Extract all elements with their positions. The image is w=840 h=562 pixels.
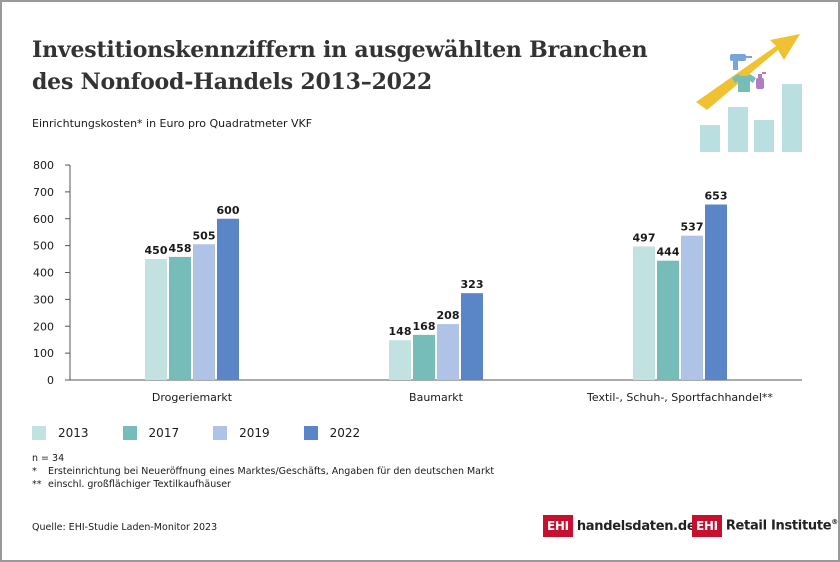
- legend-label-2013: 2013: [58, 426, 89, 440]
- chart-notes: n = 34 * Ersteinrichtung bei Neueröffnun…: [32, 452, 494, 491]
- footnote-2: ** einschl. großflächiger Textilkaufhäus…: [32, 478, 494, 491]
- icon-bar-4: [782, 84, 802, 152]
- handelsdaten-logo-box: EHI: [543, 515, 573, 537]
- bar: [437, 324, 459, 380]
- bar: [413, 334, 435, 380]
- bar: [145, 259, 167, 380]
- bar: [169, 256, 191, 380]
- footnote-1: * Ersteinrichtung bei Neueröffnung eines…: [32, 465, 494, 478]
- chart-legend: 2013 2017 2019 2022: [32, 426, 394, 440]
- data-label: 208: [437, 309, 460, 322]
- ehi-logo-text: Retail Institute®: [726, 518, 838, 533]
- legend-item-2017: 2017: [122, 426, 180, 440]
- footnote-2-text: einschl. großflächiger Textilkaufhäuser: [48, 479, 231, 490]
- footnote-2-mark: **: [32, 479, 42, 490]
- bar: [681, 235, 703, 380]
- legend-item-2022: 2022: [303, 426, 361, 440]
- growth-bars-arrow-icon: [696, 34, 802, 152]
- spray-bottle-icon: [756, 72, 766, 89]
- bar: [633, 246, 655, 380]
- chart-title: Investitionskennziffern in ausgewählten …: [32, 34, 648, 98]
- icon-bar-2: [728, 107, 748, 152]
- legend-item-2013: 2013: [32, 426, 89, 440]
- legend-item-2019: 2019: [213, 426, 270, 440]
- data-label: 653: [705, 190, 728, 203]
- ehi-logo-box: EHI: [692, 515, 722, 537]
- bar: [389, 340, 411, 380]
- data-label: 458: [169, 242, 192, 255]
- legend-swatch-2017: [122, 426, 137, 440]
- source-note: Quelle: EHI-Studie Laden-Monitor 2023: [32, 522, 218, 533]
- ehi-retail-institute-logo: EHI Retail Institute®: [692, 515, 838, 537]
- shirt-icon: [732, 74, 756, 92]
- handelsdaten-logo-text: handelsdaten.de: [576, 518, 696, 534]
- data-label: 505: [193, 229, 216, 242]
- legend-label-2017: 2017: [148, 426, 180, 440]
- footnote-1-text: Ersteinrichtung bei Neueröffnung eines M…: [48, 466, 495, 477]
- y-tick-label: 600: [33, 213, 54, 226]
- y-tick-label: 500: [33, 240, 54, 253]
- icon-arrow: [696, 34, 800, 110]
- data-label: 450: [145, 244, 168, 257]
- drill-icon: [730, 54, 752, 70]
- y-tick-label: 100: [33, 347, 54, 360]
- category-label: Drogeriemarkt: [152, 391, 233, 404]
- bar: [217, 218, 239, 380]
- category-label: Baumarkt: [409, 391, 464, 404]
- title-line-2: des Nonfood-Handels 2013–2022: [32, 69, 433, 95]
- legend-swatch-2019: [213, 426, 228, 440]
- y-tick-label: 800: [33, 159, 54, 172]
- chart-subtitle: Einrichtungskosten* in Euro pro Quadratm…: [32, 117, 313, 130]
- data-label: 537: [681, 221, 704, 234]
- legend-label-2019: 2019: [239, 426, 270, 440]
- bar: [705, 204, 727, 380]
- data-label: 600: [217, 204, 240, 217]
- sample-size: n = 34: [32, 453, 65, 464]
- data-label: 148: [389, 325, 412, 338]
- bar: [657, 260, 679, 380]
- bar: [461, 293, 483, 380]
- y-tick-label: 200: [33, 320, 54, 333]
- legend-swatch-2022: [303, 426, 318, 440]
- y-tick-label: 400: [33, 267, 54, 280]
- y-tick-label: 300: [33, 293, 54, 306]
- data-label: 497: [633, 231, 656, 244]
- legend-label-2022: 2022: [329, 426, 361, 440]
- bar: [193, 244, 215, 380]
- data-label: 168: [413, 320, 436, 333]
- y-tick-label: 0: [47, 374, 54, 387]
- title-line-1: Investitionskennziffern in ausgewählten …: [32, 37, 648, 63]
- ehi-logo-registered-mark: ®: [831, 518, 838, 527]
- footnote-1-mark: *: [32, 466, 37, 477]
- handelsdaten-logo: EHI handelsdaten.de: [543, 515, 696, 537]
- legend-swatch-2013: [32, 426, 46, 440]
- data-label: 323: [461, 278, 484, 291]
- icon-bar-3: [754, 120, 774, 152]
- y-tick-label: 700: [33, 186, 54, 199]
- data-label: 444: [657, 246, 680, 259]
- ehi-logo-name: Retail Institute: [725, 518, 832, 534]
- icon-bar-1: [700, 125, 720, 152]
- category-label: Textil-, Schuh-, Sportfachhandel**: [586, 391, 773, 404]
